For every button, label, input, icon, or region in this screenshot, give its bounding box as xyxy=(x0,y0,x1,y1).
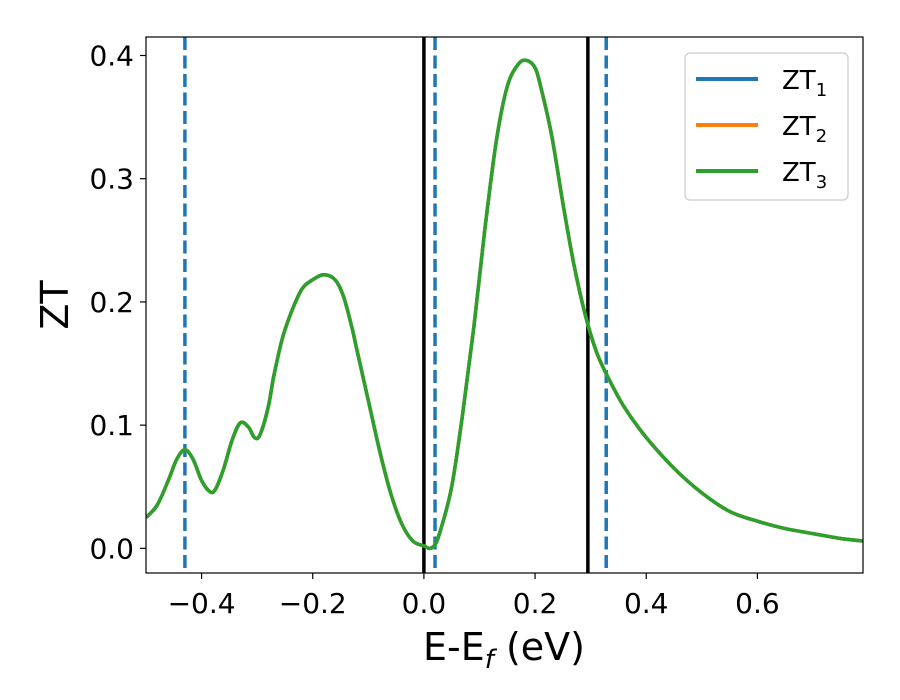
legend: ZT1 ZT2 ZT3 xyxy=(684,52,849,201)
x-tick-label: −0.4 xyxy=(168,587,236,620)
x-axis-title: E-Ef (eV) xyxy=(423,625,585,675)
legend-label-zt1: ZT1 xyxy=(782,66,827,101)
y-tick-label: 0.1 xyxy=(89,409,134,442)
y-tick-label: 0.4 xyxy=(89,39,134,72)
legend-item-zt3: ZT3 xyxy=(696,158,827,193)
plot-frame xyxy=(145,36,864,574)
y-tick-label: 0.2 xyxy=(89,286,134,319)
y-axis: 0.0 0.1 0.2 0.3 0.4 xyxy=(89,39,146,565)
legend-label-zt3: ZT3 xyxy=(782,158,827,193)
y-tick-label: 0.0 xyxy=(89,532,134,565)
x-tick-label: 0.2 xyxy=(513,587,558,620)
legend-label-zt2: ZT2 xyxy=(782,112,827,147)
x-tick-label: 0.0 xyxy=(402,587,447,620)
legend-item-zt1: ZT1 xyxy=(696,66,827,101)
legend-box xyxy=(684,52,849,201)
x-tick-label: 0.6 xyxy=(735,587,780,620)
x-axis-title-unit: (eV) xyxy=(494,625,585,669)
x-axis: −0.4 −0.2 0.0 0.2 0.4 0.6 xyxy=(168,573,780,620)
y-axis-title: ZT xyxy=(33,280,77,330)
reference-lines xyxy=(183,37,608,573)
series-lines xyxy=(146,58,863,551)
y-tick-label: 0.3 xyxy=(89,163,134,196)
x-tick-label: −0.2 xyxy=(279,587,347,620)
series-line-zt3 xyxy=(146,58,863,551)
x-tick-label: 0.4 xyxy=(624,587,669,620)
legend-item-zt2: ZT2 xyxy=(696,112,827,147)
plot-area xyxy=(146,37,863,573)
